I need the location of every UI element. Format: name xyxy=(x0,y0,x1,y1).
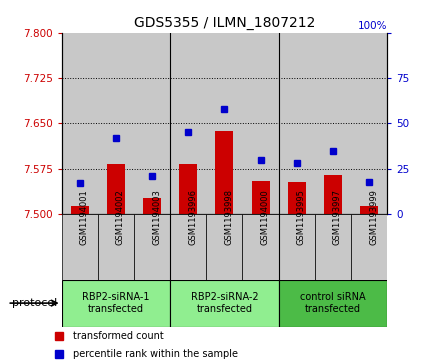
Bar xyxy=(242,33,279,214)
Bar xyxy=(107,164,125,214)
Bar xyxy=(206,214,242,280)
Bar xyxy=(215,131,234,214)
Bar xyxy=(324,175,342,214)
Bar xyxy=(170,214,206,280)
Bar xyxy=(315,33,351,214)
Text: control siRNA
transfected: control siRNA transfected xyxy=(300,292,366,314)
Bar xyxy=(279,214,315,280)
Text: GSM1193996: GSM1193996 xyxy=(188,189,197,245)
Title: GDS5355 / ILMN_1807212: GDS5355 / ILMN_1807212 xyxy=(134,16,315,30)
Text: GSM1193999: GSM1193999 xyxy=(369,189,378,245)
Text: transformed count: transformed count xyxy=(73,331,164,341)
Bar xyxy=(170,33,206,214)
Text: percentile rank within the sample: percentile rank within the sample xyxy=(73,349,238,359)
Bar xyxy=(242,214,279,280)
Bar xyxy=(62,214,98,280)
Bar xyxy=(360,206,378,214)
Bar xyxy=(351,33,387,214)
Text: GSM1194001: GSM1194001 xyxy=(80,189,89,245)
Bar xyxy=(98,214,134,280)
Bar xyxy=(315,214,351,280)
Bar xyxy=(71,206,89,214)
Bar xyxy=(62,280,170,327)
Text: GSM1193997: GSM1193997 xyxy=(333,189,342,245)
Text: 100%: 100% xyxy=(358,21,387,31)
Text: GSM1193998: GSM1193998 xyxy=(224,189,233,245)
Bar xyxy=(351,214,387,280)
Bar xyxy=(98,33,134,214)
Bar xyxy=(179,164,197,214)
Bar xyxy=(143,198,161,214)
Bar xyxy=(279,280,387,327)
Text: protocol: protocol xyxy=(12,298,57,308)
Bar xyxy=(134,214,170,280)
Text: RBP2-siRNA-2
transfected: RBP2-siRNA-2 transfected xyxy=(191,292,258,314)
Text: GSM1193995: GSM1193995 xyxy=(297,189,306,245)
Text: GSM1194000: GSM1194000 xyxy=(260,189,270,245)
Bar xyxy=(206,33,242,214)
Text: GSM1194002: GSM1194002 xyxy=(116,189,125,245)
Bar xyxy=(252,181,270,214)
Bar xyxy=(134,33,170,214)
Text: GSM1194003: GSM1194003 xyxy=(152,189,161,245)
Bar xyxy=(62,33,98,214)
Bar xyxy=(279,33,315,214)
Bar xyxy=(288,182,306,214)
Text: RBP2-siRNA-1
transfected: RBP2-siRNA-1 transfected xyxy=(82,292,150,314)
Bar xyxy=(170,280,279,327)
